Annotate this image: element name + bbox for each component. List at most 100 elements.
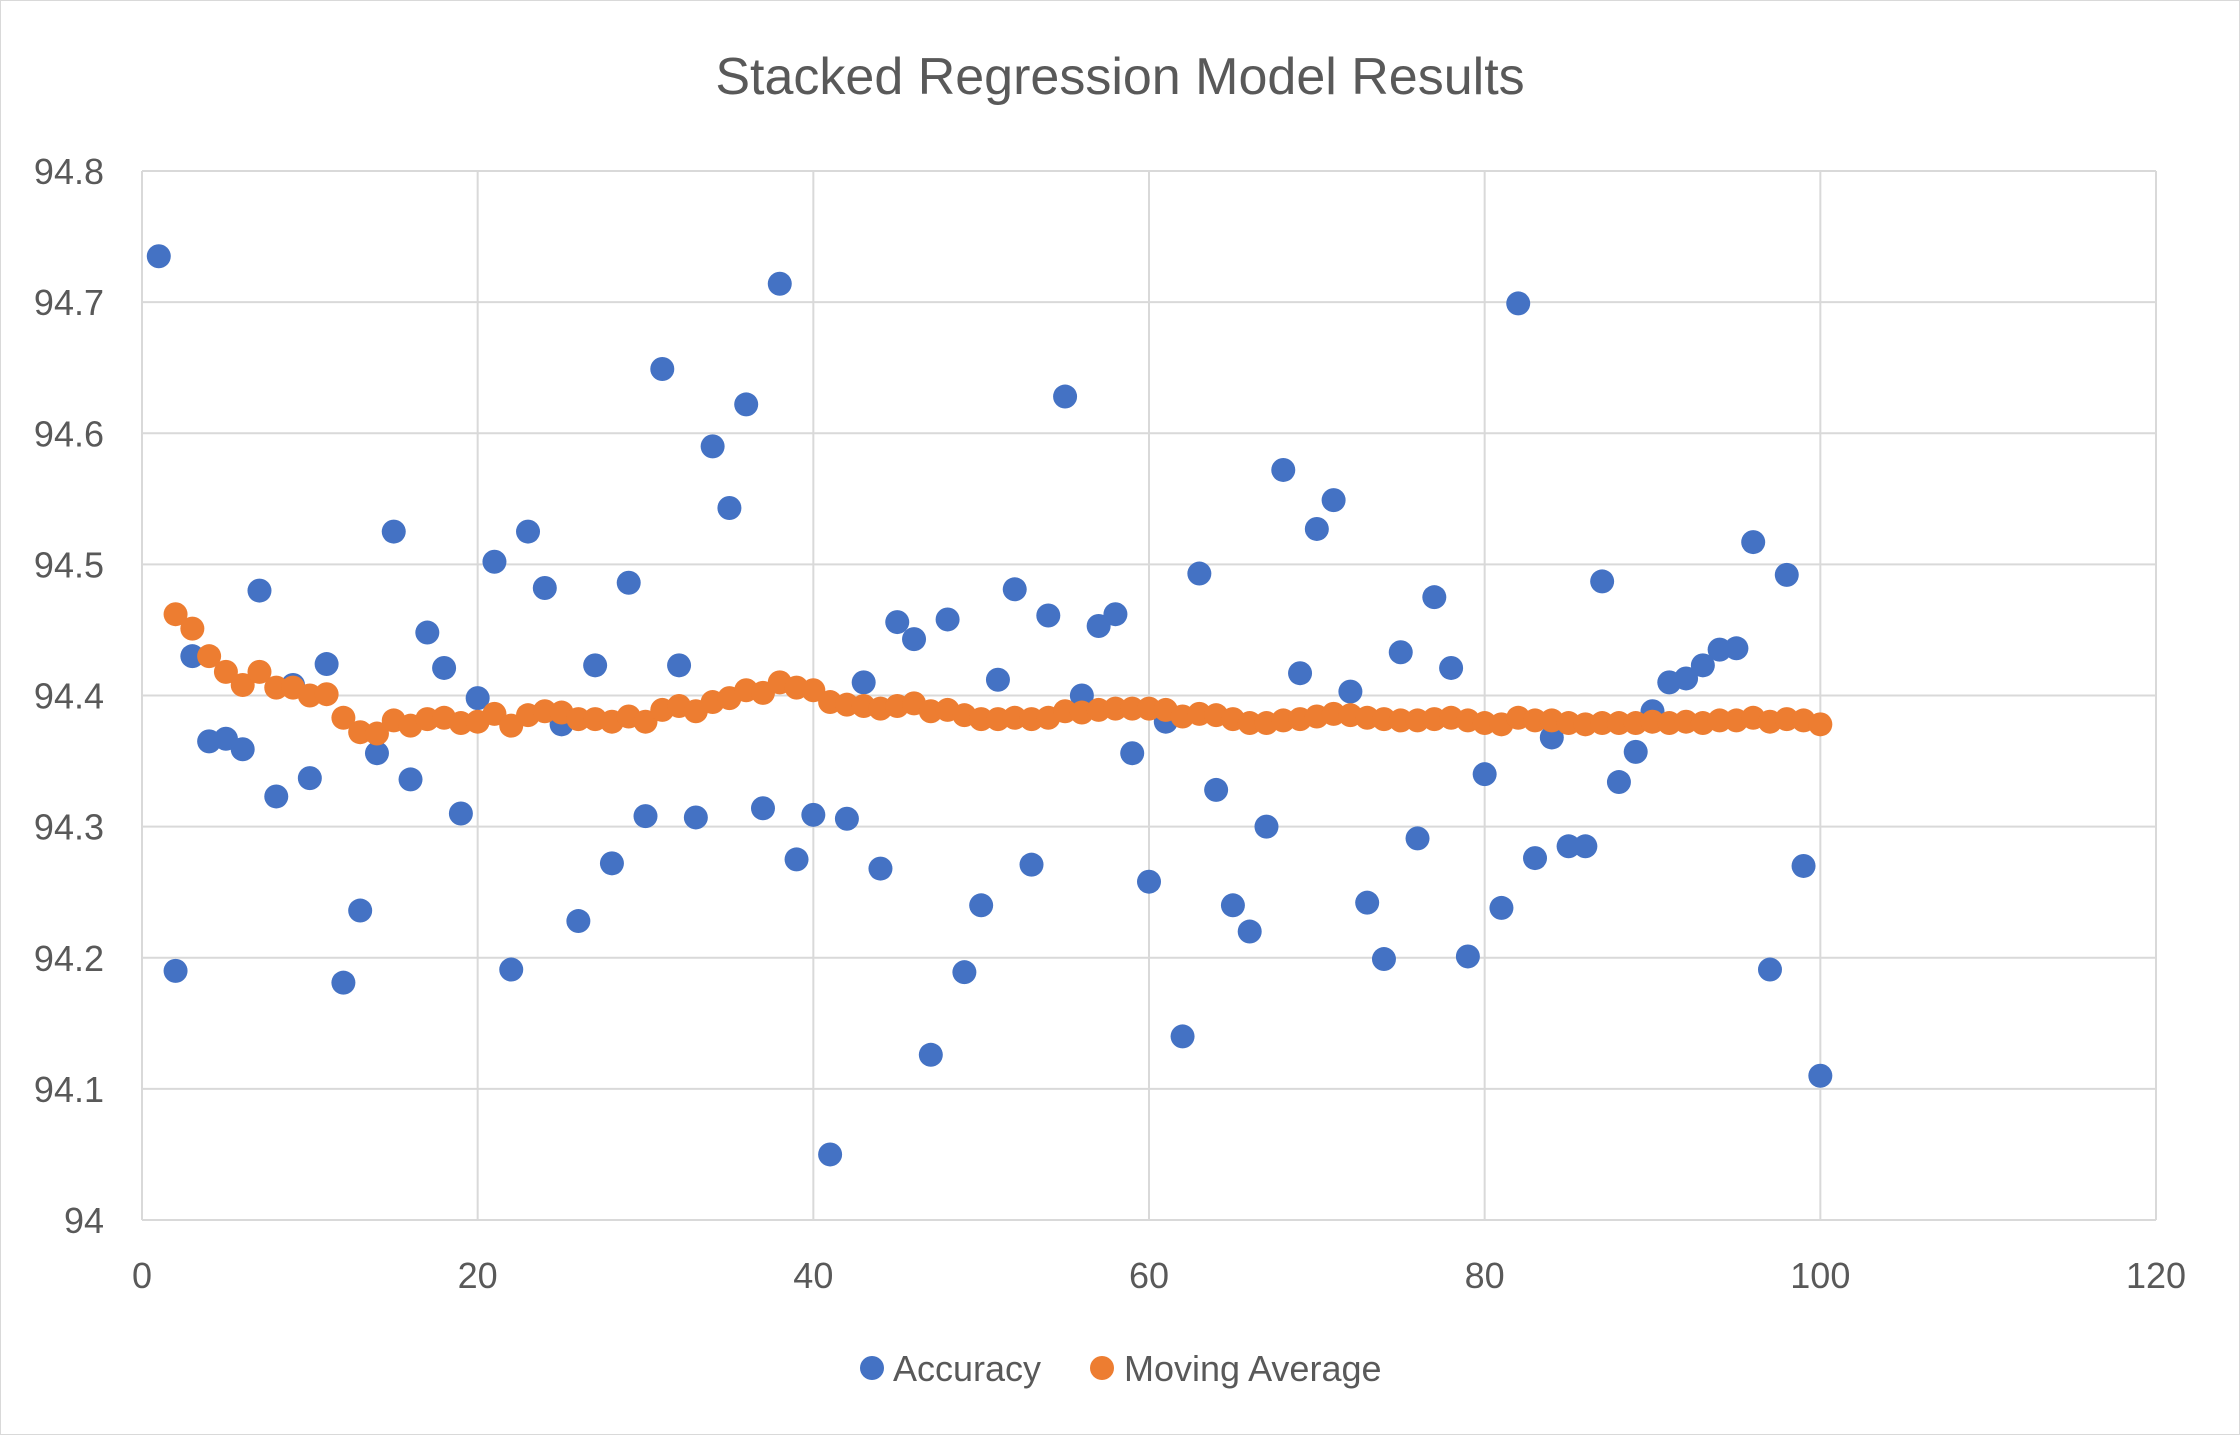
accuracy-point xyxy=(1304,516,1329,541)
moving-average-point xyxy=(264,675,289,700)
y-tick-label: 94.2 xyxy=(34,938,104,979)
moving-average-point xyxy=(1237,711,1262,736)
accuracy-point xyxy=(499,957,524,982)
accuracy-point xyxy=(834,806,859,831)
accuracy-point xyxy=(734,392,759,417)
y-tick-label: 94 xyxy=(64,1200,104,1241)
moving-average-point xyxy=(1523,708,1548,733)
moving-average-point xyxy=(163,602,188,627)
x-tick-label: 100 xyxy=(1790,1255,1850,1296)
moving-average-point xyxy=(1388,708,1413,733)
accuracy-point xyxy=(1069,683,1094,708)
accuracy-point xyxy=(314,652,339,677)
data-series xyxy=(146,244,1833,1167)
moving-average-point xyxy=(197,644,222,669)
accuracy-point xyxy=(247,578,272,603)
accuracy-point xyxy=(1338,679,1363,704)
accuracy-point xyxy=(784,847,809,872)
accuracy-point xyxy=(482,549,507,574)
accuracy-point xyxy=(1741,530,1766,555)
accuracy-point xyxy=(1573,834,1598,859)
moving-average-point xyxy=(801,678,826,703)
moving-average-point xyxy=(247,659,272,684)
moving-average-point xyxy=(331,705,356,730)
gridlines xyxy=(141,170,2157,1221)
accuracy-point xyxy=(364,741,389,766)
moving-average-point xyxy=(566,707,591,732)
accuracy-point xyxy=(700,434,725,459)
accuracy-point xyxy=(1288,661,1313,686)
accuracy-point xyxy=(1690,653,1715,678)
moving-average-point xyxy=(633,709,658,734)
moving-average-point xyxy=(364,721,389,746)
accuracy-point xyxy=(1724,636,1749,661)
accuracy-point xyxy=(1053,384,1078,409)
accuracy-point xyxy=(868,856,893,881)
moving-average-point xyxy=(230,673,255,698)
accuracy-point xyxy=(465,686,490,711)
accuracy-point xyxy=(1472,762,1497,787)
accuracy-point xyxy=(398,767,423,792)
y-tick-label: 94.4 xyxy=(34,676,104,717)
accuracy-point xyxy=(448,801,473,826)
moving-average-point xyxy=(1707,708,1732,733)
accuracy-point xyxy=(1220,893,1245,918)
accuracy-point xyxy=(818,1142,843,1167)
x-tick-label: 80 xyxy=(1465,1255,1505,1296)
x-tick-label: 0 xyxy=(132,1255,152,1296)
legend: Accuracy Moving Average xyxy=(860,1348,1382,1389)
y-tick-label: 94.7 xyxy=(34,282,104,323)
accuracy-point xyxy=(616,570,641,595)
accuracy-point xyxy=(1103,602,1128,627)
accuracy-point xyxy=(1137,869,1161,894)
accuracy-point xyxy=(1757,957,1782,982)
legend-label-accuracy: Accuracy xyxy=(893,1348,1041,1389)
accuracy-point xyxy=(146,244,171,269)
chart-title: Stacked Regression Model Results xyxy=(715,48,1524,106)
accuracy-point xyxy=(264,784,289,809)
accuracy-point xyxy=(297,766,322,791)
accuracy-point xyxy=(1371,947,1396,972)
accuracy-point xyxy=(1237,919,1262,944)
accuracy-point xyxy=(381,519,406,544)
accuracy-point xyxy=(1170,1024,1195,1049)
accuracy-point xyxy=(985,667,1010,692)
accuracy-point xyxy=(1204,777,1229,802)
accuracy-point xyxy=(1086,614,1111,639)
accuracy-point xyxy=(767,271,792,296)
x-tick-label: 40 xyxy=(793,1255,833,1296)
accuracy-point xyxy=(717,495,742,520)
accuracy-point xyxy=(851,670,876,695)
legend-marker-moving-average xyxy=(1090,1356,1114,1380)
accuracy-point xyxy=(348,898,373,923)
moving-average-point xyxy=(1103,696,1128,721)
accuracy-point xyxy=(1355,890,1380,915)
accuracy-point xyxy=(1556,834,1581,859)
accuracy-point xyxy=(163,958,188,983)
accuracy-point xyxy=(331,970,356,995)
accuracy-point xyxy=(1489,895,1514,920)
accuracy-point xyxy=(1187,561,1212,586)
accuracy-point xyxy=(1321,488,1346,513)
x-tick-label: 120 xyxy=(2126,1255,2186,1296)
legend-label-moving-average: Moving Average xyxy=(1124,1348,1382,1389)
accuracy-point xyxy=(650,356,675,381)
accuracy-point xyxy=(918,1042,943,1067)
accuracy-point xyxy=(633,804,658,829)
moving-average-point xyxy=(213,659,238,684)
moving-average-point xyxy=(969,707,994,732)
accuracy-point xyxy=(1523,846,1548,871)
axis-tick-labels: 94 94.1 94.2 94.3 94.4 94.5 94.6 94.7 94.8 0 20 40 6… xyxy=(34,151,2186,1296)
accuracy-point xyxy=(1774,562,1799,587)
accuracy-point xyxy=(885,610,910,635)
series-accuracy xyxy=(146,244,1833,1167)
accuracy-point xyxy=(1623,739,1648,764)
moving-average-point xyxy=(1590,711,1615,736)
accuracy-point xyxy=(566,909,591,934)
accuracy-point xyxy=(969,893,994,918)
y-tick-label: 94.6 xyxy=(34,413,104,454)
accuracy-point xyxy=(1254,814,1279,839)
accuracy-point xyxy=(1455,944,1480,969)
accuracy-point xyxy=(230,737,255,762)
